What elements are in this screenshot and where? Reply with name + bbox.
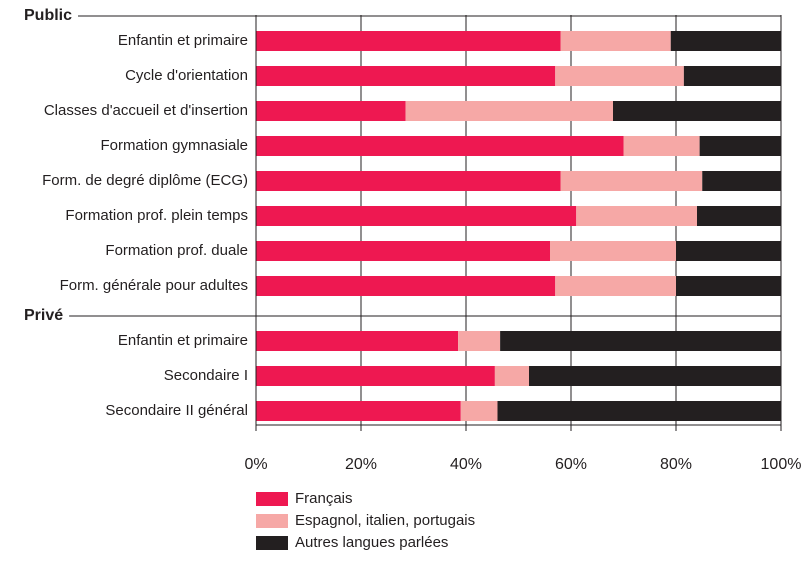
x-tick-label: 40% xyxy=(450,456,482,473)
bar-segment xyxy=(683,66,781,86)
x-tick-label: 60% xyxy=(555,456,587,473)
bar-segment xyxy=(256,276,556,296)
bar-segment xyxy=(555,66,684,86)
bar-segment xyxy=(702,171,781,191)
bar-segment xyxy=(555,276,676,296)
bar-segment xyxy=(500,331,781,351)
bar-segment xyxy=(560,31,671,51)
legend-swatch xyxy=(256,514,288,528)
y-tick-label: Enfantin et primaire xyxy=(118,32,248,49)
bar-segment xyxy=(676,241,781,261)
y-tick-label: Form. générale pour adultes xyxy=(60,277,248,294)
bar-segment xyxy=(623,136,700,156)
bar-segment xyxy=(256,136,624,156)
x-tick-label: 80% xyxy=(660,456,692,473)
y-tick-label: Enfantin et primaire xyxy=(118,332,248,349)
bar-segment xyxy=(676,276,781,296)
bar-segment xyxy=(256,401,461,421)
bar-segment xyxy=(460,401,498,421)
legend-label: Espagnol, italien, portugais xyxy=(295,512,475,529)
y-tick-label: Classes d'accueil et d'insertion xyxy=(44,102,248,119)
x-tick-label: 0% xyxy=(244,456,267,473)
bar-segment xyxy=(699,136,781,156)
y-tick-label: Secondaire I xyxy=(164,367,248,384)
legend-swatch xyxy=(256,536,288,550)
bar-segment xyxy=(256,331,459,351)
bar-segment xyxy=(497,401,781,421)
x-tick-label: 100% xyxy=(761,456,802,473)
bar-segment xyxy=(256,171,561,191)
legend-swatch xyxy=(256,492,288,506)
y-tick-label: Secondaire II général xyxy=(105,402,248,419)
y-tick-label: Formation prof. plein temps xyxy=(65,207,248,224)
bar-segment xyxy=(256,206,577,226)
bar-segment xyxy=(550,241,676,261)
bar-segment xyxy=(256,101,406,121)
bar-segment xyxy=(697,206,781,226)
bar-segment xyxy=(256,31,561,51)
bar-segment xyxy=(613,101,781,121)
y-tick-label: Cycle d'orientation xyxy=(125,67,248,84)
x-tick-label: 20% xyxy=(345,456,377,473)
group-label: Public xyxy=(24,7,72,24)
y-tick-label: Formation gymnasiale xyxy=(100,137,248,154)
bar-segment xyxy=(576,206,697,226)
bar-segment xyxy=(256,66,556,86)
legend-label: Français xyxy=(295,490,353,507)
y-tick-label: Formation prof. duale xyxy=(105,242,248,259)
bar-segment xyxy=(458,331,501,351)
bar-segment xyxy=(256,241,550,261)
bar-segment xyxy=(494,366,529,386)
bar-segment xyxy=(405,101,613,121)
bar-segment xyxy=(256,366,495,386)
bar-segment xyxy=(529,366,781,386)
legend-label: Autres langues parlées xyxy=(295,534,448,551)
group-label: Privé xyxy=(24,307,63,324)
bar-segment xyxy=(670,31,781,51)
y-tick-label: Form. de degré diplôme (ECG) xyxy=(42,172,248,189)
bar-segment xyxy=(560,171,703,191)
